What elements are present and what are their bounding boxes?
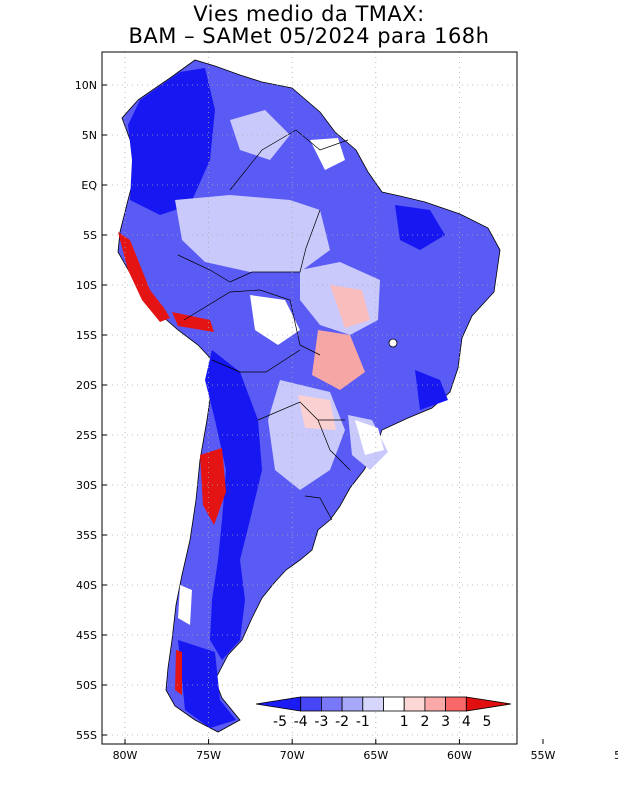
lake-marker xyxy=(388,338,398,348)
colorbar-swatch xyxy=(383,696,405,712)
lat-tick-label: 5N xyxy=(82,129,97,142)
strong-positive-bias-regions xyxy=(118,232,226,695)
colorbar-label: 1 xyxy=(400,714,409,730)
lat-tick-label: 55S xyxy=(76,729,97,742)
near-zero-bias-regions xyxy=(178,138,384,625)
colorbar-swatch xyxy=(424,696,446,712)
positive-bias-regions xyxy=(298,285,370,430)
colorbar-swatch xyxy=(465,696,512,712)
lon-tick-label: 60W xyxy=(447,749,472,762)
colorbar-label: -5 xyxy=(273,714,287,730)
axis-ticks: 80W75W70W65W60W55W50W45W40W35W10N5NEQ5S1… xyxy=(75,79,618,762)
colorbar-label: 5 xyxy=(483,714,492,730)
map-area xyxy=(102,52,517,744)
lon-tick-label: 75W xyxy=(196,749,221,762)
map-title-line-2: BAM – SAMet 05/2024 para 168h xyxy=(128,24,490,48)
lat-tick-label: 20S xyxy=(76,379,97,392)
colorbar-swatch xyxy=(341,696,364,712)
colorbar-label: -3 xyxy=(314,714,328,730)
lat-tick-label: 15S xyxy=(76,329,97,342)
colorbar-label: 4 xyxy=(462,714,471,730)
lat-tick-label: 25S xyxy=(76,429,97,442)
lon-tick-label: 80W xyxy=(113,749,138,762)
colorbar-label: 3 xyxy=(441,714,450,730)
gridlines xyxy=(102,52,517,744)
lat-tick-label: 10S xyxy=(76,279,97,292)
colorbar-label: -2 xyxy=(335,714,349,730)
colorbar-swatch xyxy=(403,696,426,712)
colorbar-swatch xyxy=(445,696,467,712)
lat-tick-label: 40S xyxy=(76,579,97,592)
lon-tick-label: 70W xyxy=(280,749,305,762)
colorbar-label: -1 xyxy=(356,714,370,730)
colorbar-label: 2 xyxy=(420,714,429,730)
lat-tick-label: 5S xyxy=(83,229,97,242)
lat-tick-label: 35S xyxy=(76,529,97,542)
lat-tick-label: 30S xyxy=(76,479,97,492)
colorbar-label: -4 xyxy=(294,714,308,730)
colorbar-swatch xyxy=(300,696,322,712)
lon-tick-label: 65W xyxy=(363,749,388,762)
colorbar: -5 -4 -3 -2 -1 1 2 3 4 5 xyxy=(255,696,512,730)
lat-tick-label: 10N xyxy=(75,79,97,92)
lat-tick-label: 50S xyxy=(76,679,97,692)
strong-negative-bias-regions xyxy=(128,68,448,728)
map-title-line-1: Vies medio da TMAX: xyxy=(193,2,425,26)
country-borders xyxy=(177,129,351,521)
lon-tick-label: 55W xyxy=(531,749,556,762)
colorbar-swatch xyxy=(255,696,302,712)
lat-tick-label: EQ xyxy=(81,179,97,192)
map-frame xyxy=(101,51,518,745)
lat-tick-label: 45S xyxy=(76,629,97,642)
colorbar-swatch xyxy=(362,696,384,712)
colorbar-swatch xyxy=(320,696,343,712)
lon-tick-label: 50W xyxy=(614,749,618,762)
